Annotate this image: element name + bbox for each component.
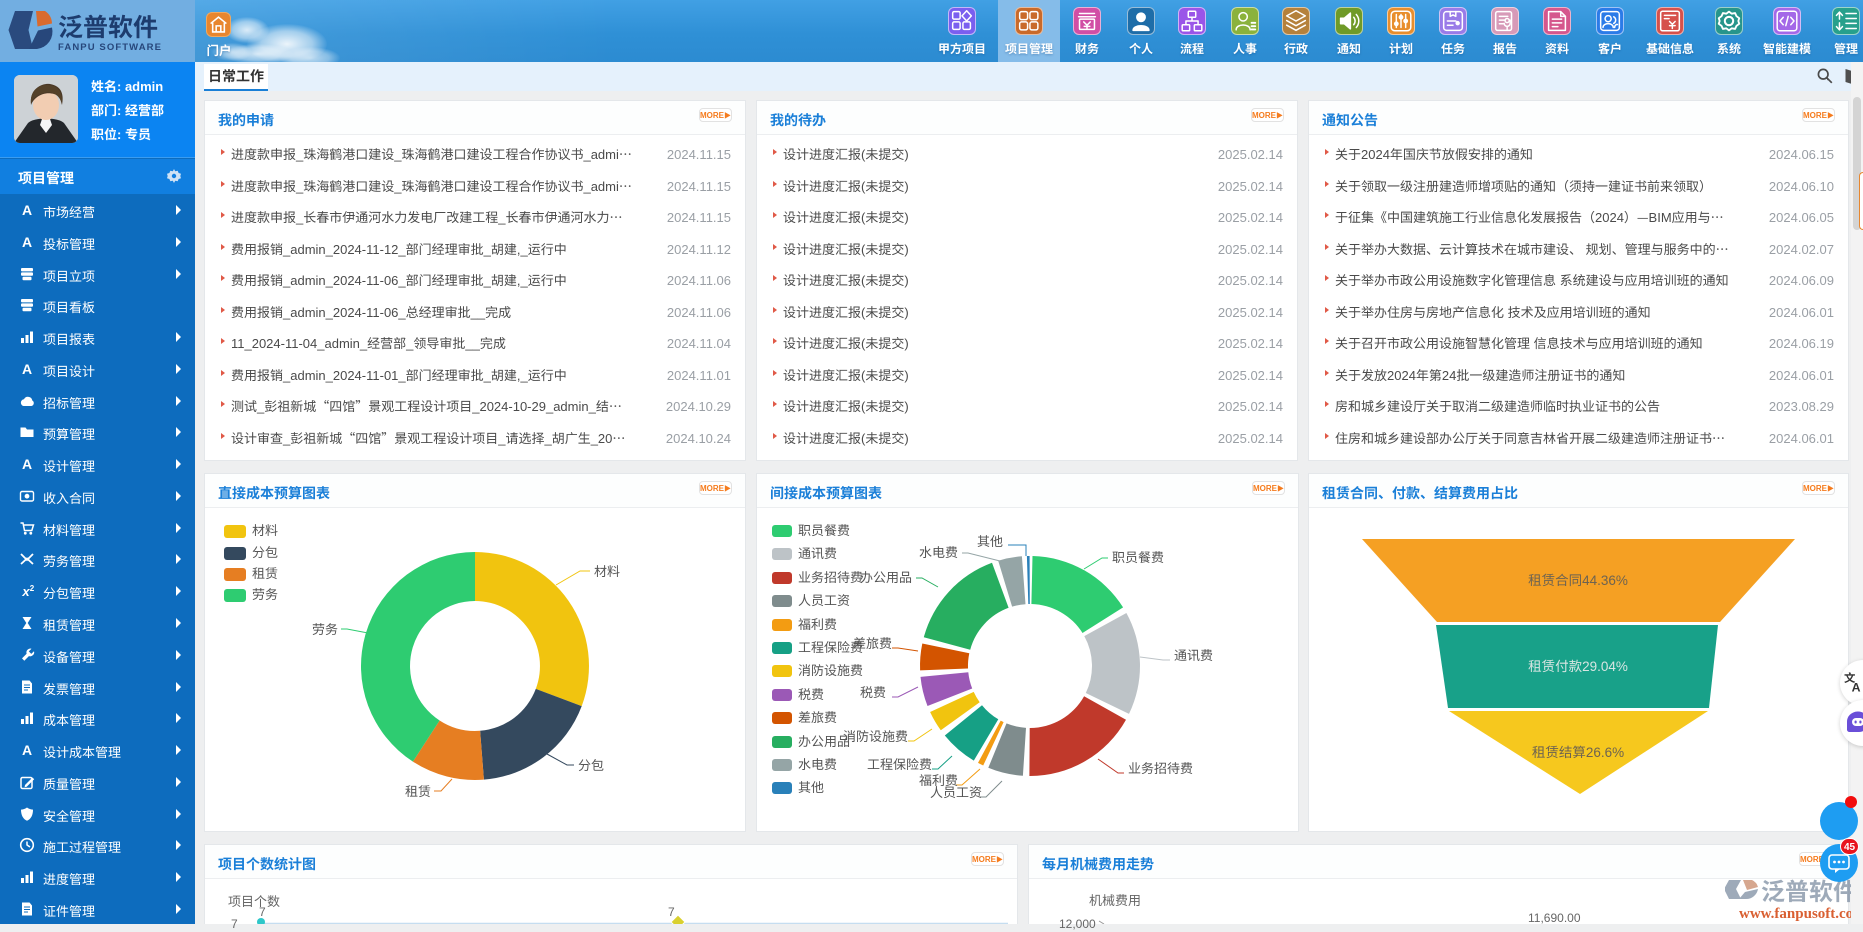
svg-text:人员工资: 人员工资 (930, 782, 982, 801)
svg-text:水电费: 水电费 (919, 542, 958, 561)
svg-text:业务招待费: 业务招待费 (1128, 758, 1193, 777)
svg-text:福利费: 福利费 (919, 770, 958, 789)
svg-text:消防设施费: 消防设施费 (843, 726, 908, 745)
svg-text:www.fanpusoft.com: www.fanpusoft.com (1739, 906, 1863, 922)
svg-text:租赁合同44.36%: 租赁合同44.36% (1528, 569, 1628, 589)
svg-text:A: A (22, 456, 32, 472)
svg-text:A: A (22, 742, 32, 758)
svg-text:职员餐费: 职员餐费 (1112, 547, 1164, 566)
svg-text:其他: 其他 (977, 531, 1003, 550)
svg-text:A: A (22, 202, 32, 218)
svg-text:差旅费: 差旅费 (853, 633, 892, 652)
svg-text:2: 2 (30, 583, 35, 594)
svg-text:租赁: 租赁 (405, 781, 431, 800)
svg-text:通讯费: 通讯费 (1174, 645, 1213, 664)
svg-text:工程保险费: 工程保险费 (867, 754, 932, 773)
svg-text:租赁结算26.6%: 租赁结算26.6% (1532, 741, 1624, 761)
svg-text:A: A (22, 234, 32, 250)
svg-text:A: A (22, 361, 32, 377)
svg-text:x: x (21, 583, 30, 599)
svg-text:A: A (1852, 678, 1861, 695)
svg-text:租赁付款29.04%: 租赁付款29.04% (1528, 655, 1628, 675)
svg-text:泛普软件: 泛普软件 (58, 8, 158, 44)
svg-text:FANPU SOFTWARE: FANPU SOFTWARE (58, 39, 162, 53)
svg-text:分包: 分包 (578, 755, 604, 774)
svg-text:办公用品: 办公用品 (860, 567, 912, 586)
svg-text:材料: 材料 (594, 561, 620, 580)
svg-text:文: 文 (1844, 670, 1856, 686)
svg-text:劳务: 劳务 (312, 619, 338, 638)
svg-text:税费: 税费 (860, 682, 886, 701)
